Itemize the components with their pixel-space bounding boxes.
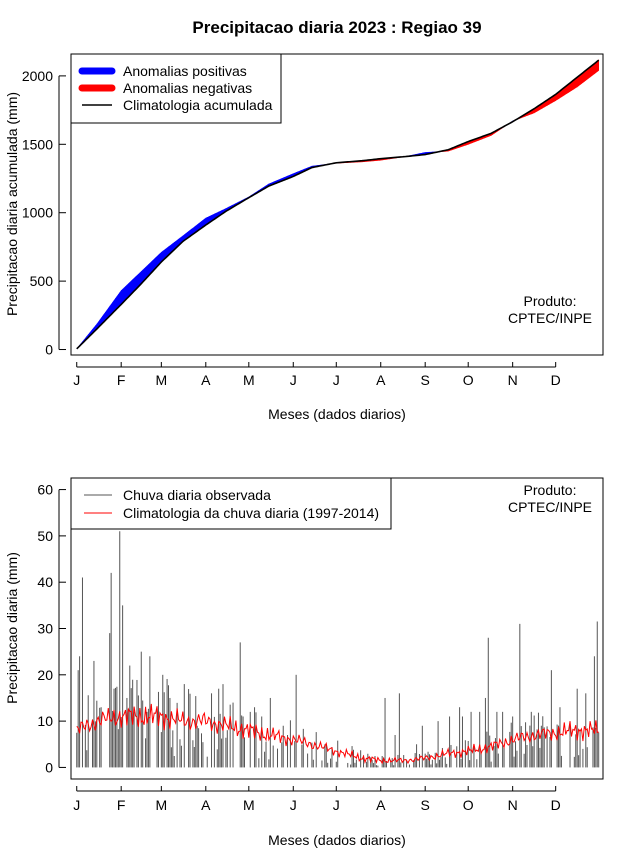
top-legend: Anomalias positivas Anomalias negativas … xyxy=(70,53,282,124)
top-y-tick-label: 2000 xyxy=(22,68,53,84)
top-x-tick-label: F xyxy=(117,372,126,388)
bottom-x-label: Meses (dados diarios) xyxy=(268,832,406,848)
top-y-tick-label: 500 xyxy=(30,273,54,289)
top-x-tick-label: J xyxy=(73,372,80,388)
top-panel: J F M A M J J A S O N D 0 500 1000 1500 2000 Meses (dad… xyxy=(4,53,604,422)
top-x-tick-label: A xyxy=(376,372,386,388)
top-y-tick-label: 1000 xyxy=(22,205,53,221)
bottom-y-tick-label: 10 xyxy=(37,713,53,729)
bottom-x-tick-label: O xyxy=(463,797,474,813)
bottom-x-tick-label: A xyxy=(376,797,386,813)
bottom-panel: J F M A M J J A S O N D 0 10 20 30 40 50 60 Meses (dados … xyxy=(4,477,604,848)
top-x-tick-label: A xyxy=(201,372,211,388)
bottom-x-tick-label: M xyxy=(156,797,168,813)
top-climatology-line xyxy=(76,59,600,350)
top-x-tick-label: J xyxy=(333,372,340,388)
top-x-tick-label: J xyxy=(290,372,297,388)
bottom-x-tick-label: N xyxy=(508,797,518,813)
top-x-tick-label: O xyxy=(463,372,474,388)
bottom-climatology-line xyxy=(76,703,599,765)
bottom-x-tick-label: J xyxy=(290,797,297,813)
bottom-legend-box xyxy=(70,477,392,530)
bottom-y-tick-label: 0 xyxy=(45,759,53,775)
bottom-y-tick-label: 50 xyxy=(37,528,53,544)
legend-negative-label: Anomalias negativas xyxy=(123,80,252,96)
bottom-legend: Chuva diaria observada Climatologia da c… xyxy=(70,477,392,530)
top-y-axis: 0 500 1000 1500 2000 xyxy=(22,68,66,358)
bottom-credit-line2: CPTEC/INPE xyxy=(508,499,592,515)
bottom-x-tick-label: S xyxy=(421,797,430,813)
top-y-tick-label: 1500 xyxy=(22,136,53,152)
top-plot-frame xyxy=(70,53,604,356)
legend-positive-label: Anomalias positivas xyxy=(123,63,247,79)
bottom-y-tick-label: 40 xyxy=(37,574,53,590)
top-x-tick-label: D xyxy=(551,372,561,388)
top-y-label: Precipitacao diaria acumulada (mm) xyxy=(4,92,20,316)
bottom-x-tick-label: D xyxy=(551,797,561,813)
top-x-tick-label: N xyxy=(508,372,518,388)
bottom-x-tick-label: A xyxy=(201,797,211,813)
bottom-y-tick-label: 20 xyxy=(37,667,53,683)
chart-title: Precipitacao diaria 2023 : Regiao 39 xyxy=(192,18,481,37)
top-credit-line2: CPTEC/INPE xyxy=(508,310,592,326)
bottom-x-tick-label: F xyxy=(117,797,126,813)
top-x-tick-label: M xyxy=(243,372,255,388)
bottom-x-tick-label: J xyxy=(333,797,340,813)
bottom-x-tick-label: J xyxy=(73,797,80,813)
top-x-tick-label: M xyxy=(156,372,168,388)
top-x-label: Meses (dados diarios) xyxy=(268,406,406,422)
legend-daily-climatology-label: Climatologia da chuva diaria (1997-2014) xyxy=(123,505,379,521)
legend-climatology-label: Climatologia acumulada xyxy=(123,97,273,113)
bottom-credit-line1: Produto: xyxy=(524,482,577,498)
bottom-y-label: Precipitacao diaria (mm) xyxy=(4,552,20,704)
top-credit-line1: Produto: xyxy=(524,293,577,309)
bottom-y-tick-label: 60 xyxy=(37,482,53,498)
top-y-tick-label: 0 xyxy=(45,342,53,358)
bottom-x-tick-label: M xyxy=(243,797,255,813)
bottom-y-axis: 0 10 20 30 40 50 60 xyxy=(37,482,66,775)
bottom-bars-group xyxy=(76,531,600,768)
legend-observed-label: Chuva diaria observada xyxy=(123,487,271,503)
bottom-y-tick-label: 30 xyxy=(37,621,53,637)
top-x-tick-label: S xyxy=(421,372,430,388)
